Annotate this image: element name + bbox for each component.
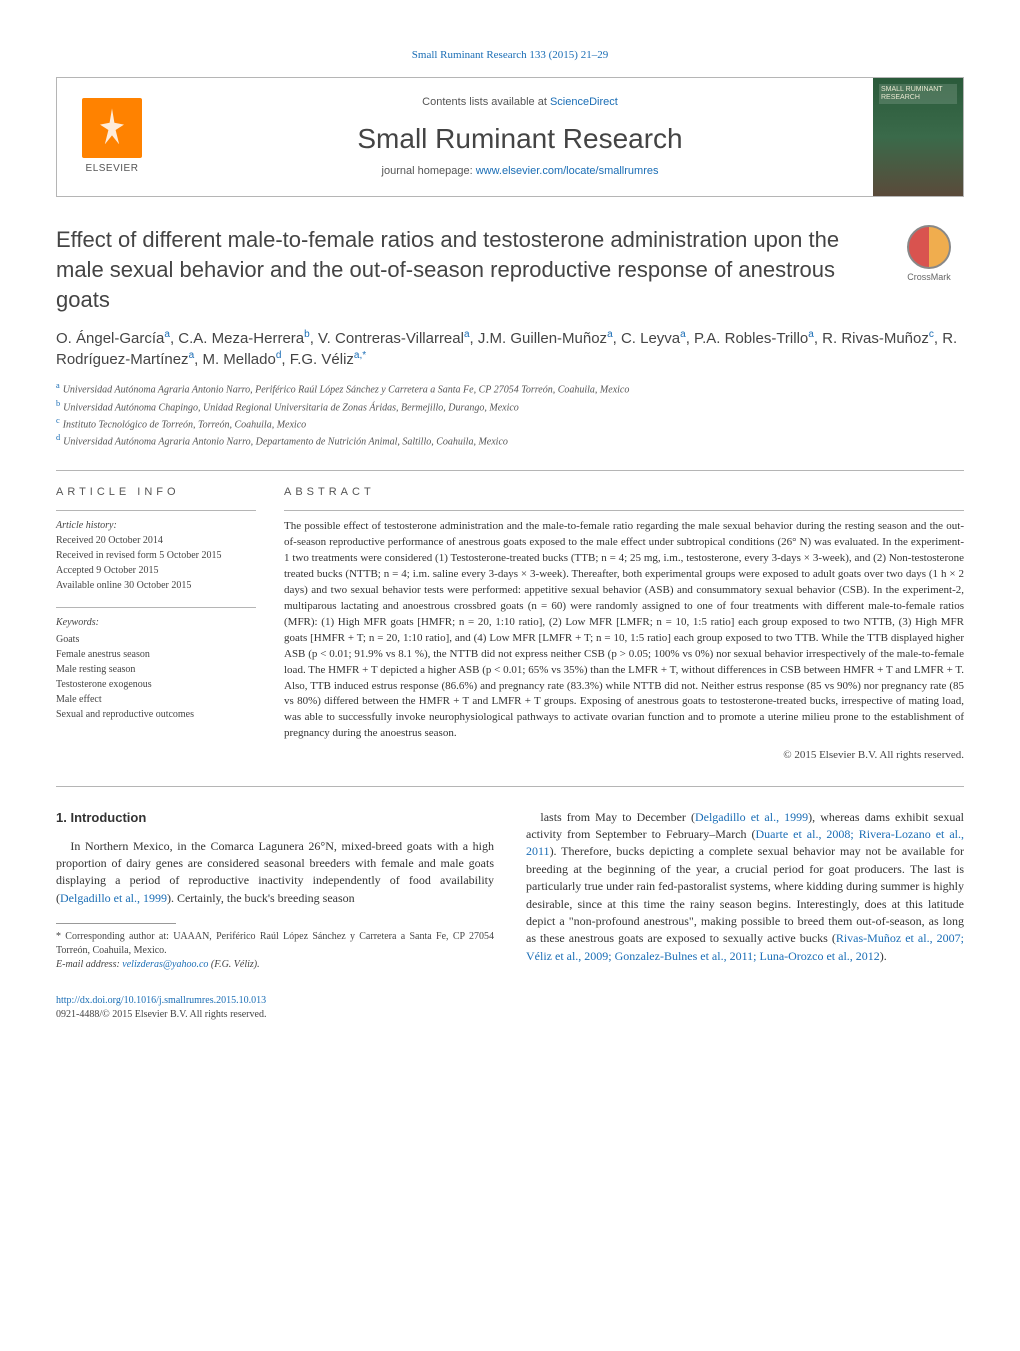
affiliation-line: aUniversidad Autónoma Agraria Antonio Na… (56, 380, 964, 397)
elsevier-logo[interactable]: ELSEVIER (57, 78, 167, 196)
homepage-line: journal homepage: www.elsevier.com/locat… (382, 164, 659, 179)
keywords-block: Keywords: GoatsFemale anestrus seasonMal… (56, 616, 256, 722)
history-line: Received 20 October 2014 (56, 533, 256, 548)
body-col-left: 1. Introduction In Northern Mexico, in t… (56, 809, 494, 972)
doi-link[interactable]: http://dx.doi.org/10.1016/j.smallrumres.… (56, 995, 266, 1006)
header-center: Contents lists available at ScienceDirec… (167, 78, 873, 196)
sciencedirect-link[interactable]: ScienceDirect (550, 96, 618, 108)
history-block: Article history: Received 20 October 201… (56, 519, 256, 593)
authors: O. Ángel-Garcíaa, C.A. Meza-Herrerab, V.… (56, 328, 964, 370)
history-line: Accepted 9 October 2015 (56, 563, 256, 578)
copyright-line: © 2015 Elsevier B.V. All rights reserved… (284, 748, 964, 763)
keyword-item: Sexual and reproductive outcomes (56, 707, 256, 722)
keyword-item: Male resting season (56, 662, 256, 677)
rule-bottom (56, 786, 964, 787)
cover-label: SMALL RUMINANT RESEARCH (881, 86, 963, 101)
article-title: Effect of different male-to-female ratio… (56, 225, 878, 314)
email-link[interactable]: velizderas@yahoo.co (122, 959, 208, 970)
elsevier-tree-icon (82, 98, 142, 158)
homepage-prefix: journal homepage: (382, 165, 476, 177)
footnote-separator (56, 923, 176, 924)
info-rule-2 (56, 607, 256, 608)
journal-header-box: ELSEVIER Contents lists available at Sci… (56, 77, 964, 197)
history-label: Article history: (56, 519, 256, 533)
intro-col2-d: ). (880, 949, 887, 963)
article-info-column: ARTICLE INFO Article history: Received 2… (56, 485, 256, 764)
article-info-heading: ARTICLE INFO (56, 485, 256, 500)
abstract-text: The possible effect of testosterone admi… (284, 519, 964, 742)
intro-col2-a: lasts from May to December ( (540, 810, 695, 824)
crossmark-icon (907, 225, 951, 269)
info-rule (56, 510, 256, 511)
elsevier-label: ELSEVIER (86, 162, 139, 176)
crossmark-badge[interactable]: CrossMark (894, 225, 964, 284)
intro-p2: lasts from May to December (Delgadillo e… (526, 809, 964, 966)
issn-line: 0921-4488/© 2015 Elsevier B.V. All right… (56, 1008, 964, 1022)
affiliations: aUniversidad Autónoma Agraria Antonio Na… (56, 380, 964, 449)
contents-line: Contents lists available at ScienceDirec… (422, 95, 618, 110)
journal-volume-link[interactable]: Small Ruminant Research 133 (2015) 21–29 (56, 48, 964, 63)
keyword-item: Male effect (56, 692, 256, 707)
footer-bar: http://dx.doi.org/10.1016/j.smallrumres.… (56, 994, 964, 1022)
abstract-rule (284, 510, 964, 511)
journal-volume-link-text[interactable]: Small Ruminant Research 133 (2015) 21–29 (412, 49, 608, 61)
abstract-column: ABSTRACT The possible effect of testoste… (284, 485, 964, 764)
cite-delgadillo-1999-b[interactable]: Delgadillo et al., 1999 (695, 810, 808, 824)
journal-cover-thumb: SMALL RUMINANT RESEARCH (873, 78, 963, 196)
body-col-right: lasts from May to December (Delgadillo e… (526, 809, 964, 972)
affiliation-line: bUniversidad Autónoma Chapingo, Unidad R… (56, 398, 964, 415)
keyword-item: Goats (56, 632, 256, 647)
homepage-link[interactable]: www.elsevier.com/locate/smallrumres (476, 165, 659, 177)
crossmark-label: CrossMark (894, 271, 964, 284)
contents-prefix: Contents lists available at (422, 96, 550, 108)
keywords-label: Keywords: (56, 616, 256, 630)
keyword-item: Testosterone exogenous (56, 677, 256, 692)
email-label: E-mail address: (56, 959, 122, 970)
email-footnote: E-mail address: velizderas@yahoo.co (F.G… (56, 958, 494, 972)
affiliation-line: dUniversidad Autónoma Agraria Antonio Na… (56, 432, 964, 449)
keyword-item: Female anestrus season (56, 647, 256, 662)
cite-delgadillo-1999[interactable]: Delgadillo et al., 1999 (60, 891, 167, 905)
affiliation-line: cInstituto Tecnológico de Torreón, Torre… (56, 415, 964, 432)
intro-p1: In Northern Mexico, in the Comarca Lagun… (56, 838, 494, 908)
journal-title: Small Ruminant Research (357, 119, 682, 158)
abstract-heading: ABSTRACT (284, 485, 964, 500)
history-line: Available online 30 October 2015 (56, 578, 256, 593)
intro-col1-tail: ). Certainly, the buck's breeding season (167, 891, 355, 905)
intro-heading: 1. Introduction (56, 809, 494, 828)
email-name: (F.G. Véliz). (208, 959, 259, 970)
corresponding-footnote: * Corresponding author at: UAAAN, Perifé… (56, 930, 494, 958)
history-line: Received in revised form 5 October 2015 (56, 548, 256, 563)
